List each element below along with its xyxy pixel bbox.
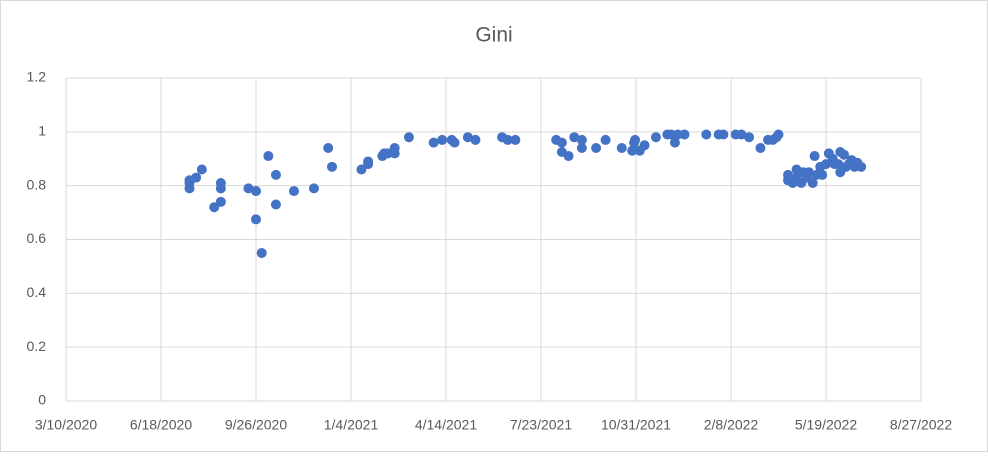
scatter-point [809,151,820,162]
scatter-point [263,151,274,162]
y-tick-label: 0.4 [27,284,47,300]
scatter-point [215,196,226,207]
scatter-point [215,183,226,194]
y-tick-label: 0.8 [27,176,47,192]
x-tick-label: 10/31/2021 [601,417,671,433]
scatter-point [821,159,831,170]
scatter-point [679,129,690,140]
scatter-point [669,137,680,148]
scatter-point [270,169,281,180]
x-tick-label: 4/14/2021 [415,417,477,433]
x-tick-label: 3/10/2020 [35,417,97,433]
scatter-point [600,134,611,145]
scatter-point [308,183,319,194]
scatter-point [630,134,641,145]
scatter-point [209,202,220,213]
scatter-point [627,145,638,156]
scatter-point [256,247,267,258]
scatter-point [389,148,400,159]
y-tick-label: 0.2 [27,338,47,354]
scatter-point [701,129,712,140]
x-tick-label: 2/8/2022 [704,417,759,433]
scatter-point [502,134,513,145]
scatter-point [184,183,195,194]
scatter-point [363,159,374,170]
scatter-point [803,167,814,178]
scatter-point [755,142,766,153]
x-tick-label: 8/27/2022 [890,417,952,433]
scatter-point [323,142,334,153]
y-tick-label: 1 [38,123,46,139]
scatter-point [289,186,299,197]
scatter-point [251,186,261,197]
scatter-point [470,134,481,145]
scatter-point [428,137,439,148]
scatter-point [576,142,587,153]
y-tick-label: 0 [38,392,46,408]
scatter-point [449,137,460,148]
scatter-point [510,134,521,145]
scatter-point [556,137,567,148]
x-tick-label: 5/19/2022 [795,417,857,433]
scatter-point [773,129,784,140]
scatter-point [591,142,602,153]
scatter-point [196,164,207,175]
scatter-point [191,172,202,183]
x-tick-label: 7/23/2021 [510,417,572,433]
scatter-point [270,199,281,210]
scatter-point [736,129,747,140]
x-tick-label: 6/18/2020 [130,417,192,433]
scatter-point [569,132,580,143]
scatter-point [576,134,587,145]
scatter-point [833,159,844,170]
y-tick-label: 1.2 [27,69,47,85]
scatter-point [639,140,650,151]
scatter-point [817,169,828,180]
scatter-point [856,161,867,172]
scatter-point [356,164,367,175]
scatter-point [650,132,661,143]
y-tick-label: 0.6 [27,230,47,246]
scatter-point [251,214,261,225]
scatter-point [839,149,850,160]
scatter-point [616,142,627,153]
scatter-point [327,161,337,172]
scatter-point [807,177,818,188]
x-tick-label: 9/26/2020 [225,417,287,433]
chart-title: Gini [475,24,512,47]
scatter-point [243,183,254,194]
scatter-point [437,134,448,145]
x-tick-label: 1/4/2021 [324,417,379,433]
scatter-point [718,129,729,140]
scatter-point [744,132,755,143]
scatter-point [403,132,414,143]
scatter-point [563,151,574,162]
scatter-point [462,132,473,143]
